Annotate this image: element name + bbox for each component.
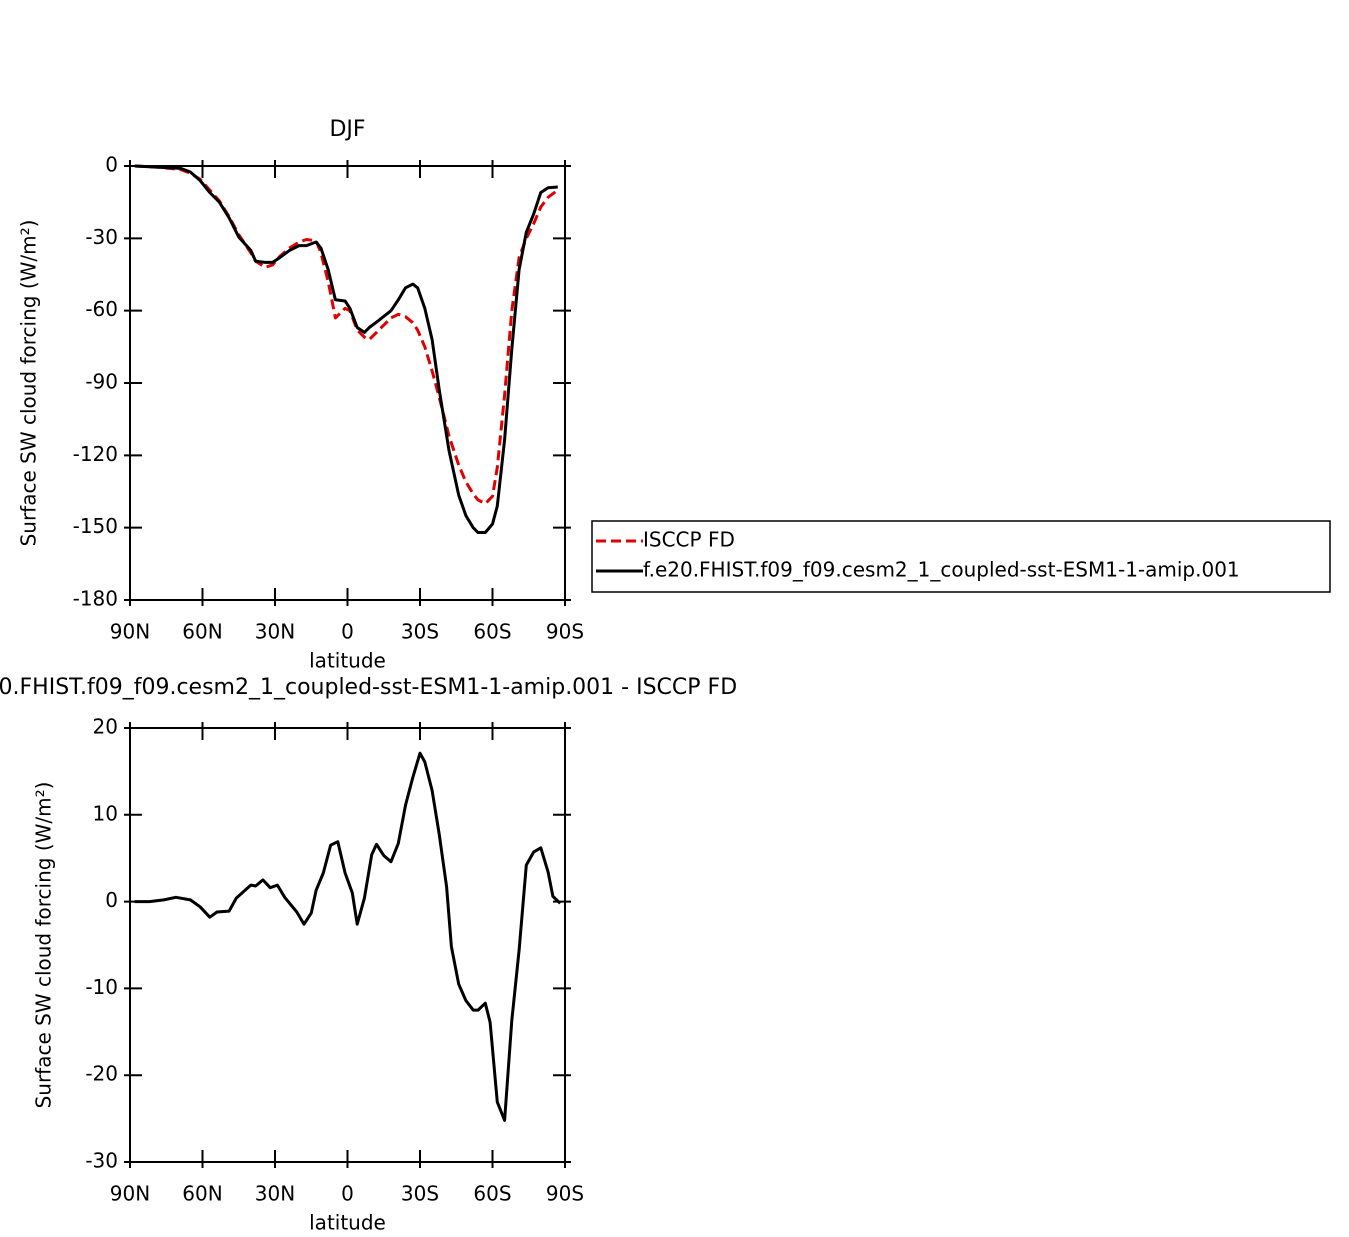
y-axis-label: Surface SW cloud forcing (W/m²) (32, 782, 56, 1109)
legend-label: f.e20.FHIST.f09_f09.cesm2_1_coupled-sst-… (643, 558, 1240, 582)
y-tick-label: -150 (73, 514, 118, 538)
y-tick-label: -10 (85, 975, 118, 999)
x-tick-label: 30N (255, 620, 295, 644)
x-axis-label: latitude (309, 1211, 386, 1235)
x-tick-label: 90N (110, 1182, 150, 1206)
y-axis-label: Surface SW cloud forcing (W/m²) (17, 220, 41, 547)
x-tick-label: 30S (401, 620, 439, 644)
plot-frame (129, 165, 566, 601)
y-tick-label: -30 (85, 1149, 118, 1173)
legend: ISCCP FD f.e20.FHIST.f09_f09.cesm2_1_coup… (591, 520, 1331, 593)
legend-label: ISCCP FD (643, 528, 735, 552)
x-tick-label: 90S (546, 620, 584, 644)
chart-title: DJF (329, 117, 365, 142)
series-line (134, 164, 558, 534)
y-tick-label: 0 (105, 888, 118, 912)
x-axis-label: latitude (309, 649, 386, 673)
y-tick-label: -30 (85, 225, 118, 249)
y-tick-label: -90 (85, 370, 118, 394)
x-tick-label: 60S (473, 1182, 511, 1206)
x-tick-label: 0 (341, 620, 354, 644)
plot-frame (129, 727, 566, 1163)
x-tick-label: 90N (110, 620, 150, 644)
x-tick-label: 30N (255, 1182, 295, 1206)
x-tick-label: 90S (546, 1182, 584, 1206)
x-tick-label: 30S (401, 1182, 439, 1206)
x-tick-label: 60N (182, 1182, 222, 1206)
y-tick-label: -20 (85, 1062, 118, 1086)
series-line (134, 751, 562, 1122)
y-tick-label: -180 (73, 587, 118, 611)
chart-title: f.e20.FHIST.f09_f09.cesm2_1_coupled-sst-… (0, 675, 737, 700)
y-tick-label: -120 (73, 442, 118, 466)
y-tick-label: 0 (105, 153, 118, 177)
x-tick-label: 60S (473, 620, 511, 644)
y-tick-label: -60 (85, 297, 118, 321)
x-tick-label: 60N (182, 620, 222, 644)
y-tick-label: 10 (93, 801, 118, 825)
y-tick-label: 20 (93, 715, 118, 739)
legend-box (591, 520, 1331, 593)
x-tick-label: 0 (341, 1182, 354, 1206)
series-line (134, 164, 559, 506)
